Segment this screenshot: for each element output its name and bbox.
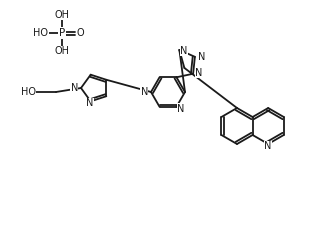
Text: OH: OH	[55, 10, 69, 20]
Text: N: N	[86, 98, 93, 108]
Text: P: P	[59, 28, 65, 38]
Text: N: N	[195, 68, 202, 78]
Text: OH: OH	[55, 46, 69, 56]
Text: N: N	[180, 46, 188, 56]
Text: N: N	[178, 104, 185, 114]
Text: O: O	[76, 28, 84, 38]
Text: N: N	[71, 83, 78, 93]
Text: HO: HO	[21, 87, 36, 97]
Text: N: N	[141, 87, 148, 97]
Text: N: N	[198, 52, 205, 62]
Text: HO: HO	[34, 28, 49, 38]
Text: N: N	[265, 141, 272, 151]
